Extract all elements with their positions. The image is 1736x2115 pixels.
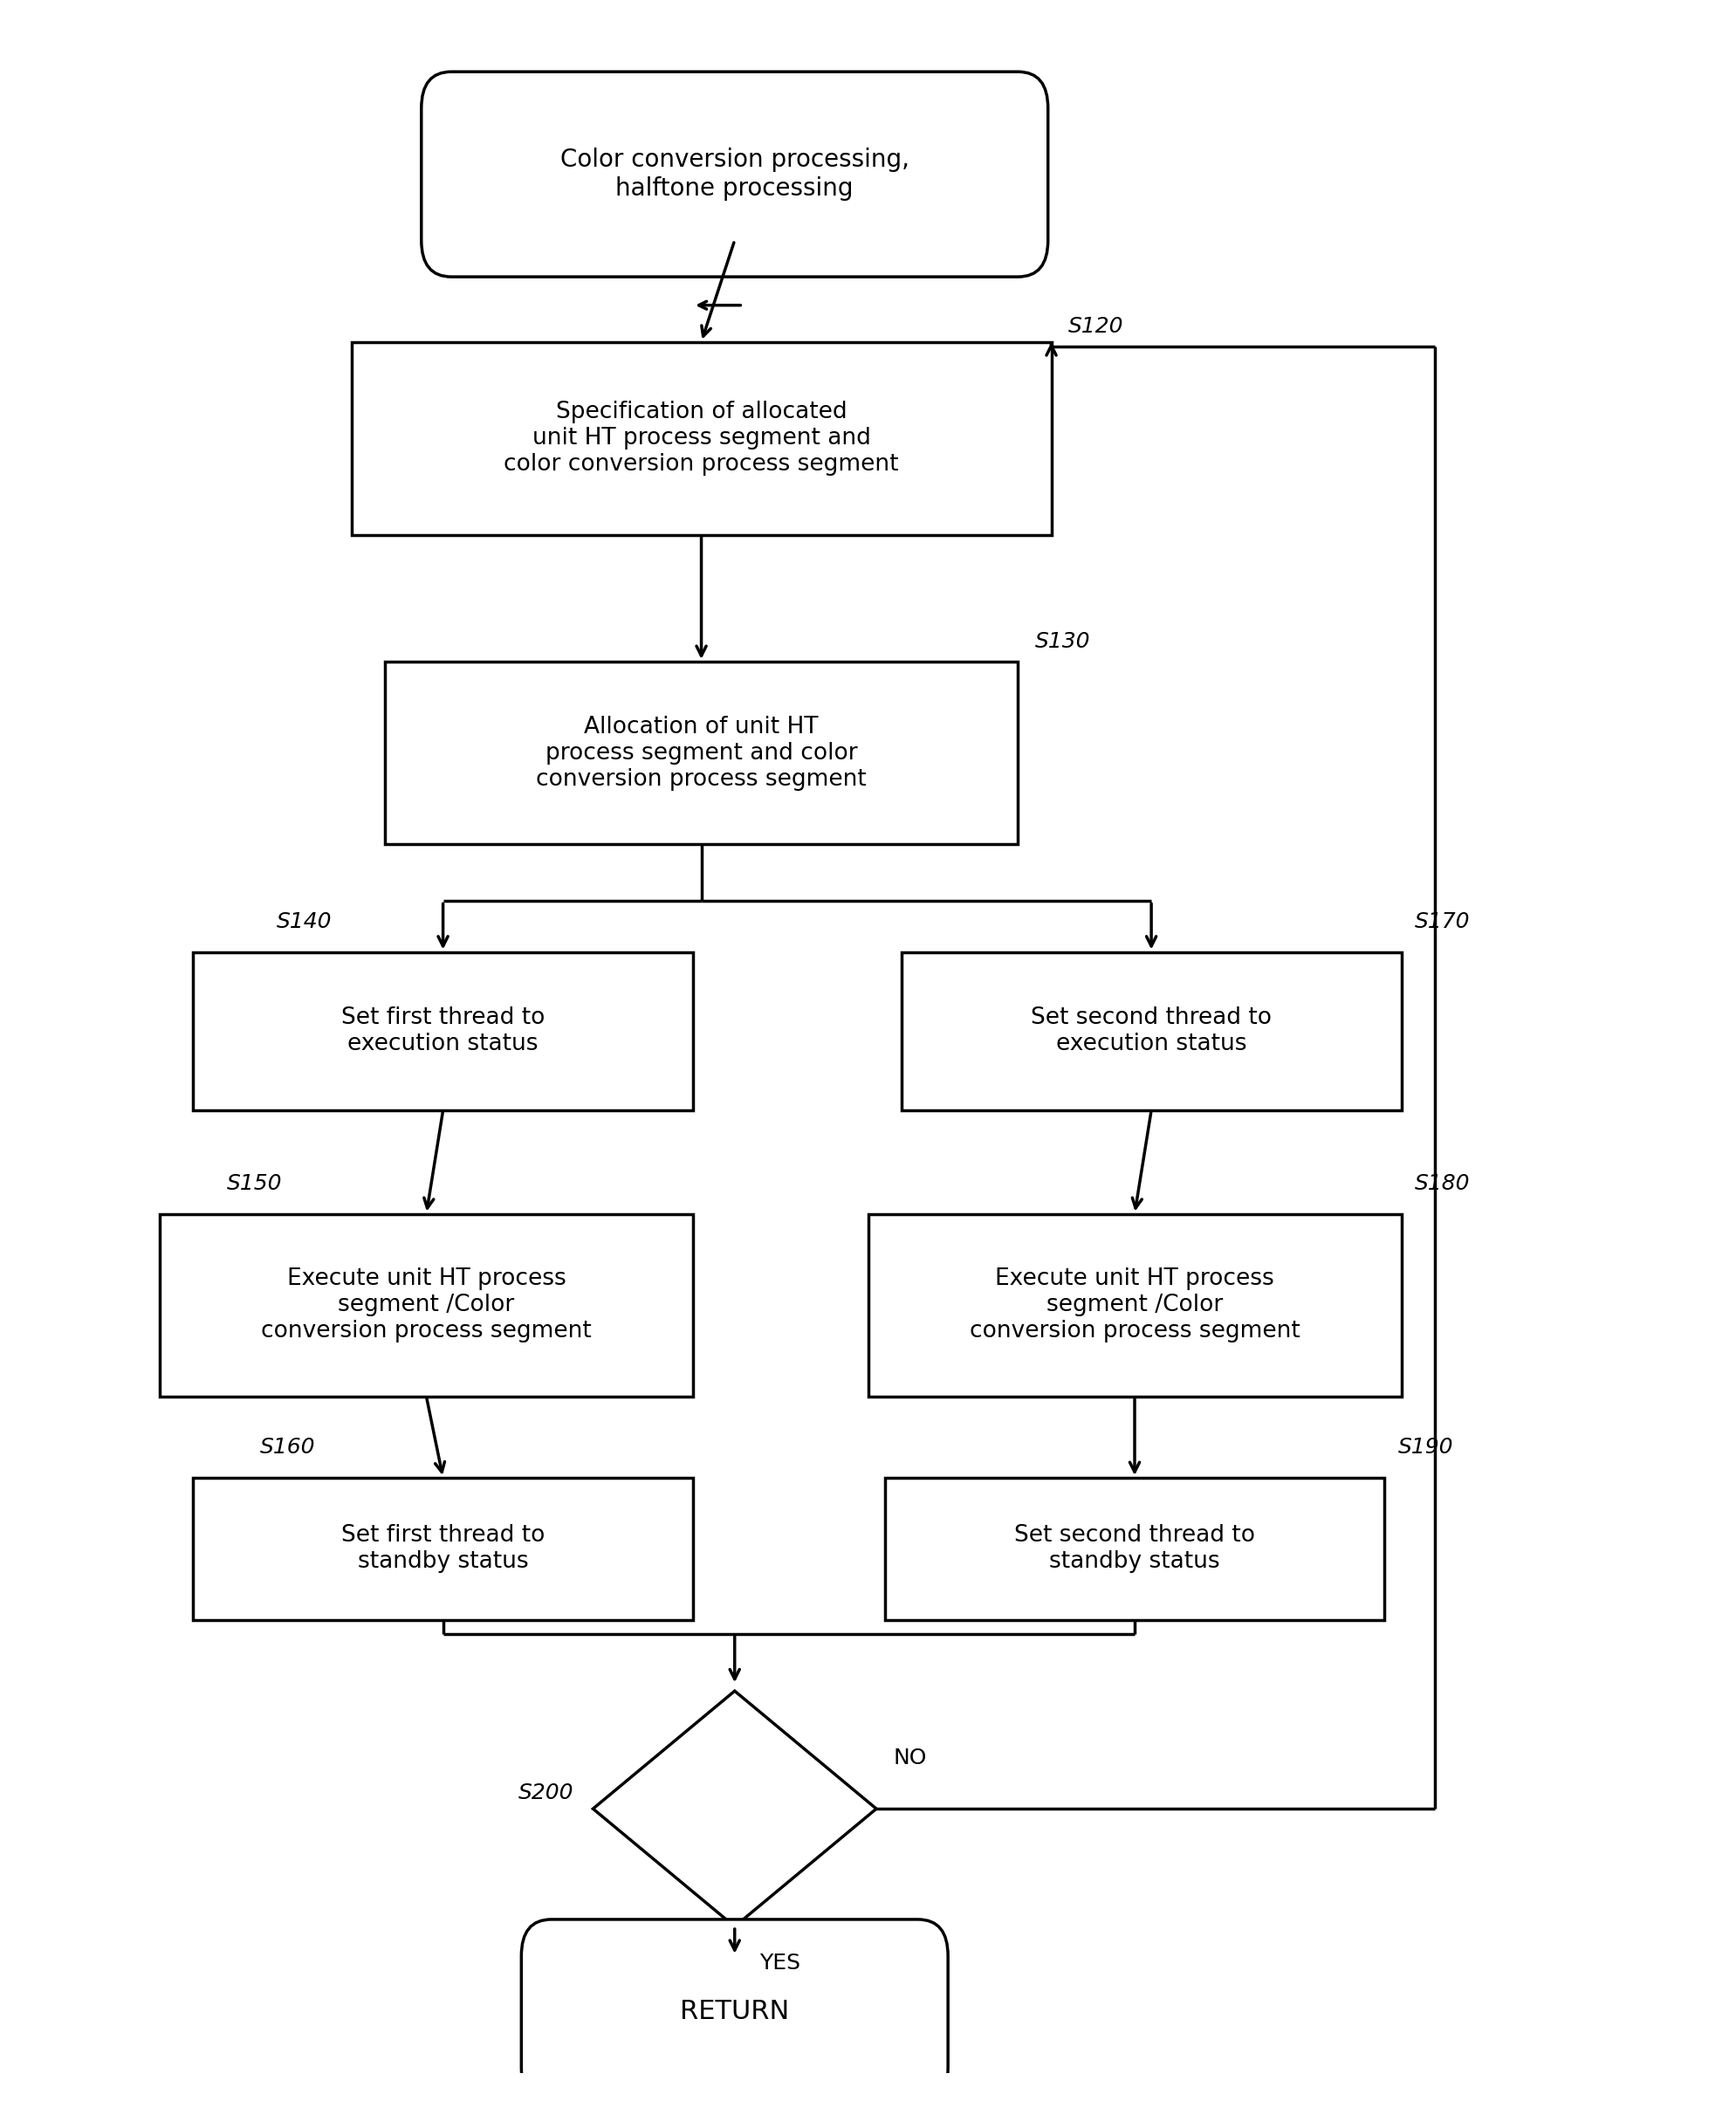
- Text: S120: S120: [1068, 315, 1123, 336]
- Bar: [193, 1478, 693, 1620]
- Text: YES: YES: [760, 1952, 800, 1973]
- Bar: [351, 343, 1052, 535]
- Bar: [160, 1214, 693, 1396]
- FancyBboxPatch shape: [422, 72, 1049, 277]
- Text: S180: S180: [1415, 1174, 1470, 1193]
- FancyBboxPatch shape: [521, 1920, 948, 2104]
- Text: Specification of allocated
unit HT process segment and
color conversion process : Specification of allocated unit HT proce…: [503, 400, 899, 476]
- Polygon shape: [594, 1692, 877, 1927]
- Bar: [885, 1478, 1385, 1620]
- Text: Color conversion processing,
halftone processing: Color conversion processing, halftone pr…: [561, 148, 910, 201]
- Text: Set first thread to
standby status: Set first thread to standby status: [342, 1525, 545, 1574]
- Text: Allocation of unit HT
process segment and color
conversion process segment: Allocation of unit HT process segment an…: [536, 715, 866, 791]
- Text: Execute unit HT process
segment /Color
conversion process segment: Execute unit HT process segment /Color c…: [969, 1267, 1300, 1343]
- Text: S200: S200: [517, 1783, 573, 1802]
- Text: S150: S150: [226, 1174, 281, 1193]
- Text: S130: S130: [1035, 630, 1090, 651]
- Bar: [901, 952, 1401, 1110]
- Text: Execute unit HT process
segment /Color
conversion process segment: Execute unit HT process segment /Color c…: [260, 1267, 592, 1343]
- Bar: [385, 662, 1017, 844]
- Text: S160: S160: [260, 1436, 316, 1457]
- Text: S140: S140: [276, 912, 332, 933]
- Text: Set second thread to
standby status: Set second thread to standby status: [1014, 1525, 1255, 1574]
- Text: Set second thread to
execution status: Set second thread to execution status: [1031, 1007, 1272, 1055]
- Text: NO: NO: [892, 1747, 927, 1768]
- Text: S190: S190: [1397, 1436, 1453, 1457]
- Text: S170: S170: [1415, 912, 1470, 933]
- Bar: [193, 952, 693, 1110]
- Bar: [868, 1214, 1401, 1396]
- Text: Set first thread to
execution status: Set first thread to execution status: [342, 1007, 545, 1055]
- Text: RETURN: RETURN: [681, 1999, 790, 2024]
